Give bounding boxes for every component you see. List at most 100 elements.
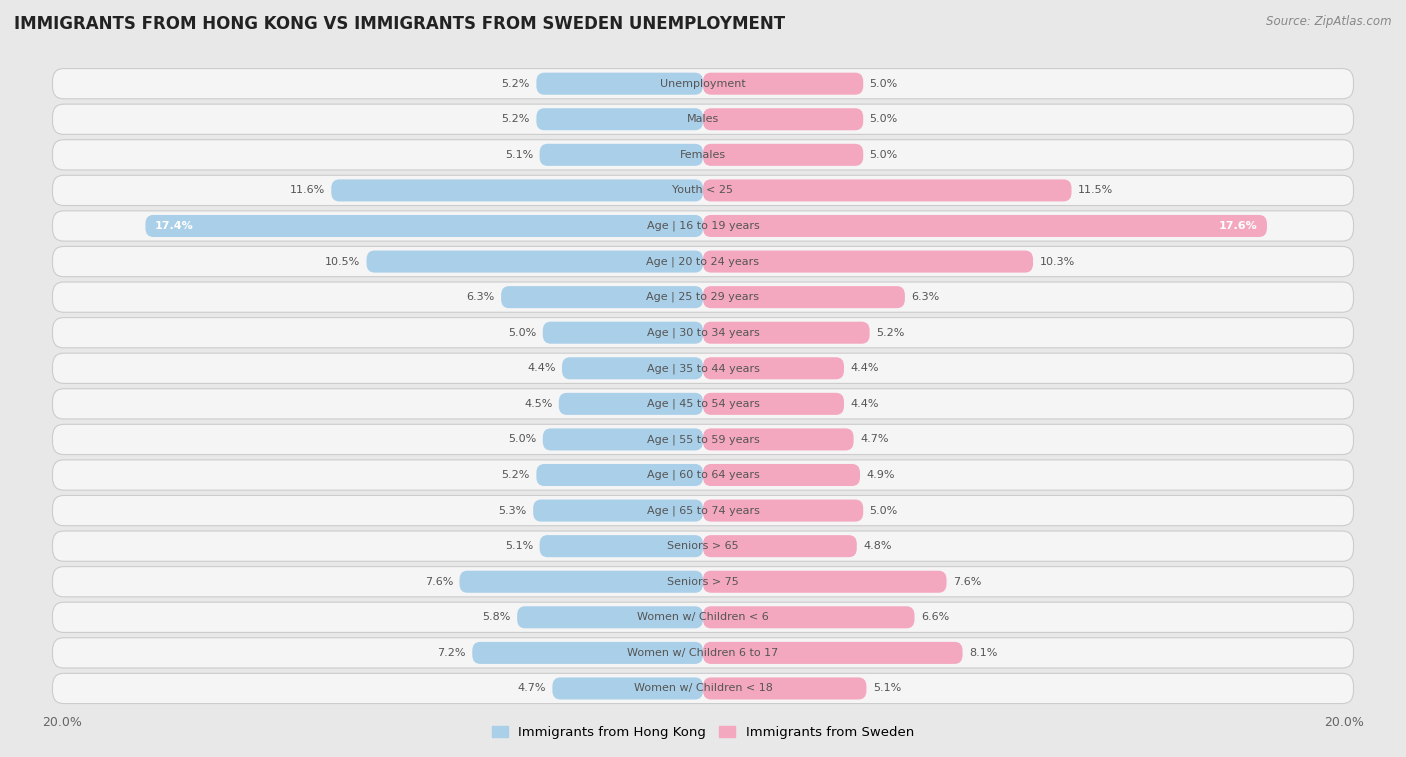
- FancyBboxPatch shape: [703, 571, 946, 593]
- FancyBboxPatch shape: [52, 425, 1354, 454]
- FancyBboxPatch shape: [52, 389, 1354, 419]
- Text: Youth < 25: Youth < 25: [672, 185, 734, 195]
- FancyBboxPatch shape: [460, 571, 703, 593]
- Text: 7.6%: 7.6%: [425, 577, 453, 587]
- Text: 5.3%: 5.3%: [499, 506, 527, 516]
- FancyBboxPatch shape: [52, 531, 1354, 561]
- FancyBboxPatch shape: [52, 247, 1354, 276]
- Text: 5.2%: 5.2%: [502, 79, 530, 89]
- FancyBboxPatch shape: [562, 357, 703, 379]
- FancyBboxPatch shape: [52, 460, 1354, 490]
- FancyBboxPatch shape: [52, 602, 1354, 632]
- FancyBboxPatch shape: [558, 393, 703, 415]
- Text: 10.5%: 10.5%: [325, 257, 360, 266]
- FancyBboxPatch shape: [332, 179, 703, 201]
- Text: 5.2%: 5.2%: [876, 328, 904, 338]
- Text: Age | 35 to 44 years: Age | 35 to 44 years: [647, 363, 759, 373]
- FancyBboxPatch shape: [145, 215, 703, 237]
- FancyBboxPatch shape: [540, 144, 703, 166]
- Text: 4.4%: 4.4%: [527, 363, 555, 373]
- FancyBboxPatch shape: [536, 464, 703, 486]
- FancyBboxPatch shape: [703, 642, 963, 664]
- FancyBboxPatch shape: [367, 251, 703, 273]
- Text: Age | 60 to 64 years: Age | 60 to 64 years: [647, 470, 759, 480]
- FancyBboxPatch shape: [703, 215, 1267, 237]
- FancyBboxPatch shape: [703, 428, 853, 450]
- Text: 5.1%: 5.1%: [505, 150, 533, 160]
- Text: 5.1%: 5.1%: [873, 684, 901, 693]
- FancyBboxPatch shape: [52, 566, 1354, 597]
- Text: 4.4%: 4.4%: [851, 399, 879, 409]
- FancyBboxPatch shape: [703, 393, 844, 415]
- FancyBboxPatch shape: [52, 140, 1354, 170]
- FancyBboxPatch shape: [543, 428, 703, 450]
- FancyBboxPatch shape: [703, 464, 860, 486]
- Text: 4.4%: 4.4%: [851, 363, 879, 373]
- FancyBboxPatch shape: [52, 282, 1354, 312]
- Text: Women w/ Children < 6: Women w/ Children < 6: [637, 612, 769, 622]
- Text: Age | 25 to 29 years: Age | 25 to 29 years: [647, 292, 759, 302]
- Text: 5.2%: 5.2%: [502, 114, 530, 124]
- FancyBboxPatch shape: [52, 496, 1354, 525]
- Text: 6.3%: 6.3%: [911, 292, 939, 302]
- Text: 5.0%: 5.0%: [508, 328, 536, 338]
- Text: Age | 65 to 74 years: Age | 65 to 74 years: [647, 506, 759, 516]
- FancyBboxPatch shape: [703, 286, 905, 308]
- Text: 10.3%: 10.3%: [1039, 257, 1074, 266]
- Text: Seniors > 65: Seniors > 65: [668, 541, 738, 551]
- Text: 4.7%: 4.7%: [517, 684, 546, 693]
- FancyBboxPatch shape: [540, 535, 703, 557]
- FancyBboxPatch shape: [536, 108, 703, 130]
- FancyBboxPatch shape: [472, 642, 703, 664]
- FancyBboxPatch shape: [536, 73, 703, 95]
- FancyBboxPatch shape: [517, 606, 703, 628]
- FancyBboxPatch shape: [501, 286, 703, 308]
- FancyBboxPatch shape: [52, 211, 1354, 241]
- Text: 4.7%: 4.7%: [860, 435, 889, 444]
- Text: 5.1%: 5.1%: [505, 541, 533, 551]
- Legend: Immigrants from Hong Kong, Immigrants from Sweden: Immigrants from Hong Kong, Immigrants fr…: [486, 721, 920, 744]
- Text: Age | 16 to 19 years: Age | 16 to 19 years: [647, 221, 759, 231]
- Text: 7.2%: 7.2%: [437, 648, 465, 658]
- FancyBboxPatch shape: [703, 678, 866, 699]
- Text: 8.1%: 8.1%: [969, 648, 997, 658]
- Text: Source: ZipAtlas.com: Source: ZipAtlas.com: [1267, 15, 1392, 28]
- FancyBboxPatch shape: [703, 251, 1033, 273]
- FancyBboxPatch shape: [703, 535, 856, 557]
- Text: 5.0%: 5.0%: [870, 150, 898, 160]
- Text: Women w/ Children < 18: Women w/ Children < 18: [634, 684, 772, 693]
- Text: Seniors > 75: Seniors > 75: [666, 577, 740, 587]
- Text: 4.9%: 4.9%: [866, 470, 896, 480]
- FancyBboxPatch shape: [52, 104, 1354, 135]
- FancyBboxPatch shape: [703, 144, 863, 166]
- Text: 6.3%: 6.3%: [467, 292, 495, 302]
- Text: IMMIGRANTS FROM HONG KONG VS IMMIGRANTS FROM SWEDEN UNEMPLOYMENT: IMMIGRANTS FROM HONG KONG VS IMMIGRANTS …: [14, 15, 785, 33]
- Text: Age | 30 to 34 years: Age | 30 to 34 years: [647, 328, 759, 338]
- FancyBboxPatch shape: [703, 108, 863, 130]
- Text: Unemployment: Unemployment: [661, 79, 745, 89]
- Text: 17.6%: 17.6%: [1219, 221, 1257, 231]
- Text: Females: Females: [681, 150, 725, 160]
- FancyBboxPatch shape: [533, 500, 703, 522]
- FancyBboxPatch shape: [703, 179, 1071, 201]
- FancyBboxPatch shape: [703, 357, 844, 379]
- Text: 11.5%: 11.5%: [1078, 185, 1114, 195]
- FancyBboxPatch shape: [703, 73, 863, 95]
- FancyBboxPatch shape: [52, 176, 1354, 206]
- Text: 5.0%: 5.0%: [870, 506, 898, 516]
- Text: 5.0%: 5.0%: [870, 79, 898, 89]
- Text: 4.8%: 4.8%: [863, 541, 891, 551]
- FancyBboxPatch shape: [703, 606, 914, 628]
- FancyBboxPatch shape: [543, 322, 703, 344]
- Text: 5.0%: 5.0%: [508, 435, 536, 444]
- FancyBboxPatch shape: [703, 322, 870, 344]
- Text: 4.5%: 4.5%: [524, 399, 553, 409]
- Text: 11.6%: 11.6%: [290, 185, 325, 195]
- FancyBboxPatch shape: [52, 318, 1354, 347]
- Text: 5.8%: 5.8%: [482, 612, 510, 622]
- FancyBboxPatch shape: [52, 673, 1354, 703]
- FancyBboxPatch shape: [52, 354, 1354, 383]
- Text: Age | 45 to 54 years: Age | 45 to 54 years: [647, 399, 759, 409]
- FancyBboxPatch shape: [52, 637, 1354, 668]
- Text: Age | 20 to 24 years: Age | 20 to 24 years: [647, 257, 759, 266]
